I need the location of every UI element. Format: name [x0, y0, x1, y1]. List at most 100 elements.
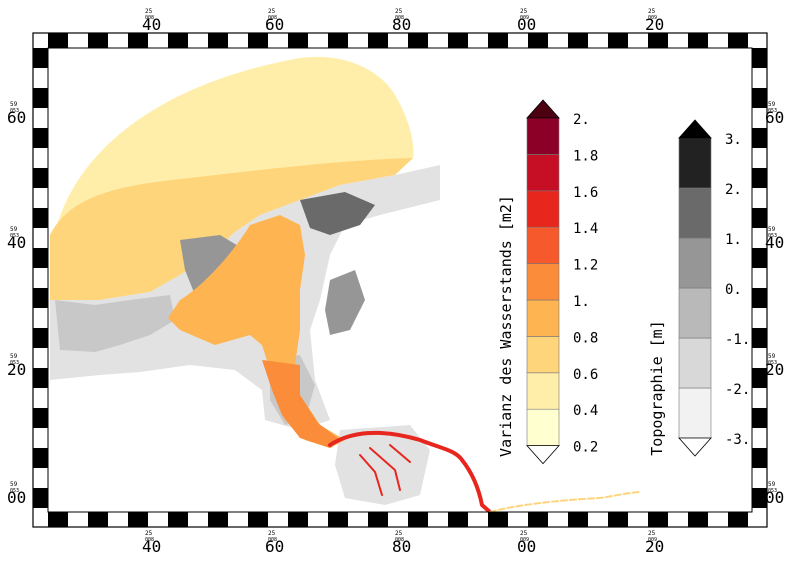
frame-segment — [208, 512, 228, 527]
tick-label: 20 — [765, 360, 784, 379]
tidal-flats-dark — [300, 192, 375, 235]
legend-tick-label: 0.4 — [573, 403, 598, 419]
frame-segment — [728, 512, 748, 527]
tick-degree: 25 — [145, 530, 153, 537]
tick-minute: 053 — [768, 360, 777, 366]
frame-segment — [752, 48, 767, 68]
tick-minute: 053 — [10, 360, 19, 366]
legend-bin — [678, 287, 712, 339]
frame-segment — [33, 48, 48, 68]
legend-bin — [678, 237, 712, 289]
legend-title: Varianz des Wasserstands [m2] — [497, 195, 515, 457]
frame-segment — [33, 128, 48, 148]
frame-segment — [488, 33, 508, 48]
legend-bin — [678, 337, 712, 389]
frame-segment — [752, 168, 767, 188]
frame-segment — [648, 33, 668, 48]
frame-segment — [448, 512, 468, 527]
legend-bin — [678, 387, 712, 439]
frame-segment — [752, 408, 767, 428]
frame-segment — [33, 248, 48, 268]
frame-segment — [88, 33, 108, 48]
legend-bin — [526, 299, 560, 337]
tick-label: 20 — [7, 360, 26, 379]
frame-segment — [688, 512, 708, 527]
tick-degree: 25 — [648, 530, 656, 537]
legend-bin — [526, 226, 560, 264]
tick-label: 80 — [392, 537, 411, 556]
legend-tick-label: 1. — [573, 294, 590, 310]
estuary-channel — [168, 215, 345, 448]
tick-label: 40 — [142, 15, 161, 34]
frame-segment — [752, 328, 767, 348]
legend-bin — [678, 187, 712, 239]
frame-segment — [33, 408, 48, 428]
frame-segment — [33, 488, 48, 508]
legend-tick-label: -1. — [725, 332, 750, 348]
frame-segment — [33, 368, 48, 388]
tick-degree: 25 — [395, 8, 403, 15]
legend-tick-label: 1.2 — [573, 258, 598, 274]
tick-degree: 59 — [10, 353, 18, 360]
frame-segment — [448, 33, 468, 48]
tidal-flats-pale — [335, 425, 430, 505]
frame-segment — [608, 33, 628, 48]
tick-minute: 009 — [520, 537, 529, 543]
frame-segment — [648, 512, 668, 527]
tidal-flats-mid — [325, 270, 365, 335]
tick-degree: 59 — [10, 101, 18, 108]
tick-degree: 25 — [520, 530, 528, 537]
tick-minute: 008 — [145, 537, 154, 543]
frame-segment — [208, 33, 228, 48]
tick-label: 40 — [765, 233, 784, 252]
tick-minute: 053 — [10, 108, 19, 114]
frame-segment — [248, 33, 268, 48]
legend-bin — [526, 408, 560, 446]
frame-segment — [33, 88, 48, 108]
tick-degree: 59 — [10, 481, 18, 488]
tick-minute: 053 — [768, 488, 777, 494]
frame-segment — [288, 512, 308, 527]
tick-minute: 053 — [10, 233, 19, 239]
legend-bin — [526, 372, 560, 410]
tick-degree: 25 — [145, 8, 153, 15]
tick-minute: 008 — [268, 15, 277, 21]
frame-segment — [368, 33, 388, 48]
tick-label: 00 — [517, 15, 536, 34]
legend-under-triangle — [526, 445, 560, 465]
map-frame — [32, 32, 768, 528]
frame-segment — [752, 288, 767, 308]
frame-segment — [128, 33, 148, 48]
legend-tick-label: -3. — [725, 432, 750, 448]
legend-tick-label: 0.6 — [573, 367, 598, 383]
frame-segment — [48, 33, 68, 48]
frame-segment — [48, 512, 68, 527]
frame-segment — [752, 368, 767, 388]
legend-tick-label: -2. — [725, 382, 750, 398]
legend-tick-label: 2. — [573, 112, 590, 128]
frame-segment — [33, 168, 48, 188]
legend-tick-label: 1.8 — [573, 148, 598, 164]
legend-topography: 3. 2. 1. 0. -1. -2. -3. Topographie [m] — [648, 119, 750, 457]
tick-minute: 009 — [520, 15, 529, 21]
legend-tick-label: 1.4 — [573, 221, 598, 237]
frame-segment — [528, 512, 548, 527]
frame-segment — [528, 33, 548, 48]
frame-segment — [752, 88, 767, 108]
frame-segment — [568, 512, 588, 527]
tick-degree: 25 — [395, 530, 403, 537]
tick-label: 00 — [765, 488, 784, 507]
frame-segment — [33, 288, 48, 308]
tick-degree: 59 — [768, 226, 776, 233]
tick-label: 80 — [392, 15, 411, 34]
legend-over-triangle — [526, 99, 560, 119]
